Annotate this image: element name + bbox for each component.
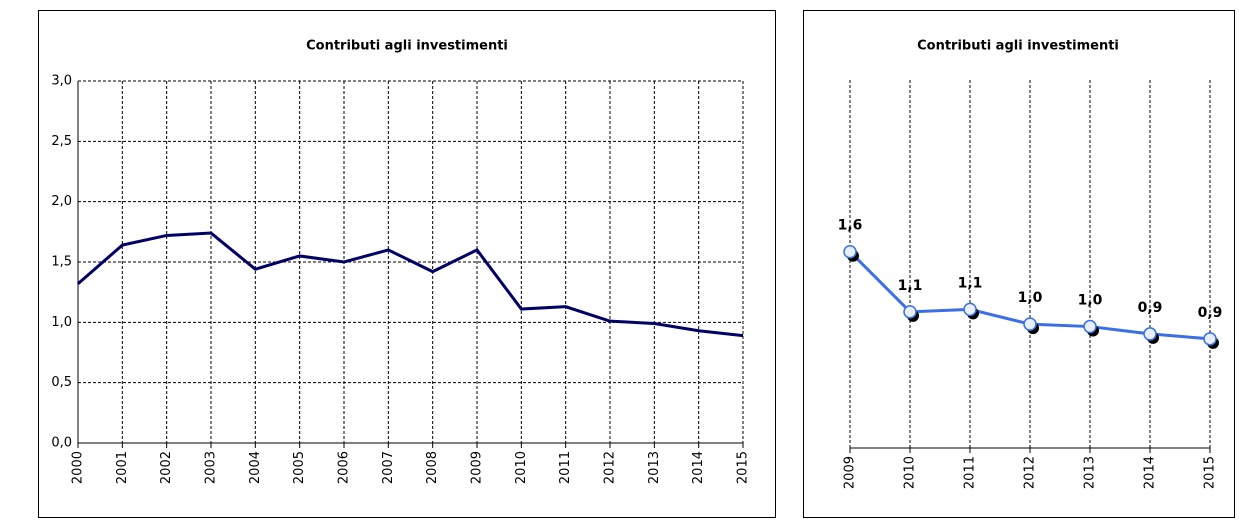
marker: [903, 305, 917, 319]
x-tick-label: 2012: [1023, 456, 1038, 489]
x-tick-label: 2009: [843, 456, 858, 489]
x-tick-label: 2011: [558, 451, 573, 484]
x-tick-label: 2003: [204, 451, 219, 484]
y-tick-label: 1,5: [51, 255, 72, 270]
x-tick-label: 2010: [903, 456, 918, 489]
marker: [1203, 332, 1217, 346]
marker: [1083, 319, 1097, 334]
data-label: 1,1: [958, 275, 983, 291]
x-tick-label: 2006: [337, 451, 352, 484]
chart-title: Contributi agli investimenti: [917, 39, 1119, 54]
right-panel: [803, 10, 1235, 518]
x-tick-label: 2014: [1143, 456, 1158, 489]
x-tick-label: 2013: [647, 451, 662, 484]
data-label: 0,9: [1138, 300, 1163, 316]
chart-title: Contributi agli investimenti: [306, 39, 508, 54]
y-tick-label: 2,0: [51, 194, 72, 209]
data-label: 1,6: [838, 218, 863, 234]
left-panel: [38, 10, 776, 518]
x-tick-label: 2013: [1083, 456, 1098, 489]
x-tick-label: 2012: [603, 451, 618, 484]
y-tick-label: 3,0: [51, 74, 72, 89]
x-tick-label: 2015: [736, 451, 751, 484]
x-tick-label: 2000: [71, 451, 86, 484]
x-tick-label: 2011: [963, 456, 978, 489]
data-label: 1,1: [898, 278, 923, 294]
data-label: 1,0: [1018, 290, 1043, 306]
x-tick-label: 2004: [248, 451, 263, 484]
x-tick-label: 2005: [292, 451, 307, 484]
x-tick-label: 2014: [691, 451, 706, 484]
y-tick-label: 2,5: [51, 134, 72, 149]
data-label: 1,0: [1078, 293, 1103, 309]
y-tick-label: 0,5: [51, 375, 72, 390]
x-tick-label: 2009: [470, 451, 485, 484]
x-tick-label: 2002: [159, 451, 174, 484]
data-line: [77, 231, 744, 338]
data-label: 0,9: [1198, 305, 1223, 321]
y-tick-label: 0,0: [51, 436, 72, 451]
x-tick-label: 2007: [381, 451, 396, 484]
marker: [1143, 327, 1157, 341]
y-tick-label: 1,0: [51, 315, 72, 330]
x-tick-label: 2010: [514, 451, 529, 484]
x-tick-label: 2015: [1203, 456, 1218, 489]
marker: [963, 302, 977, 317]
x-tick-label: 2008: [425, 451, 440, 484]
marker: [843, 244, 857, 259]
x-tick-label: 2001: [115, 451, 130, 484]
marker: [1023, 317, 1037, 331]
